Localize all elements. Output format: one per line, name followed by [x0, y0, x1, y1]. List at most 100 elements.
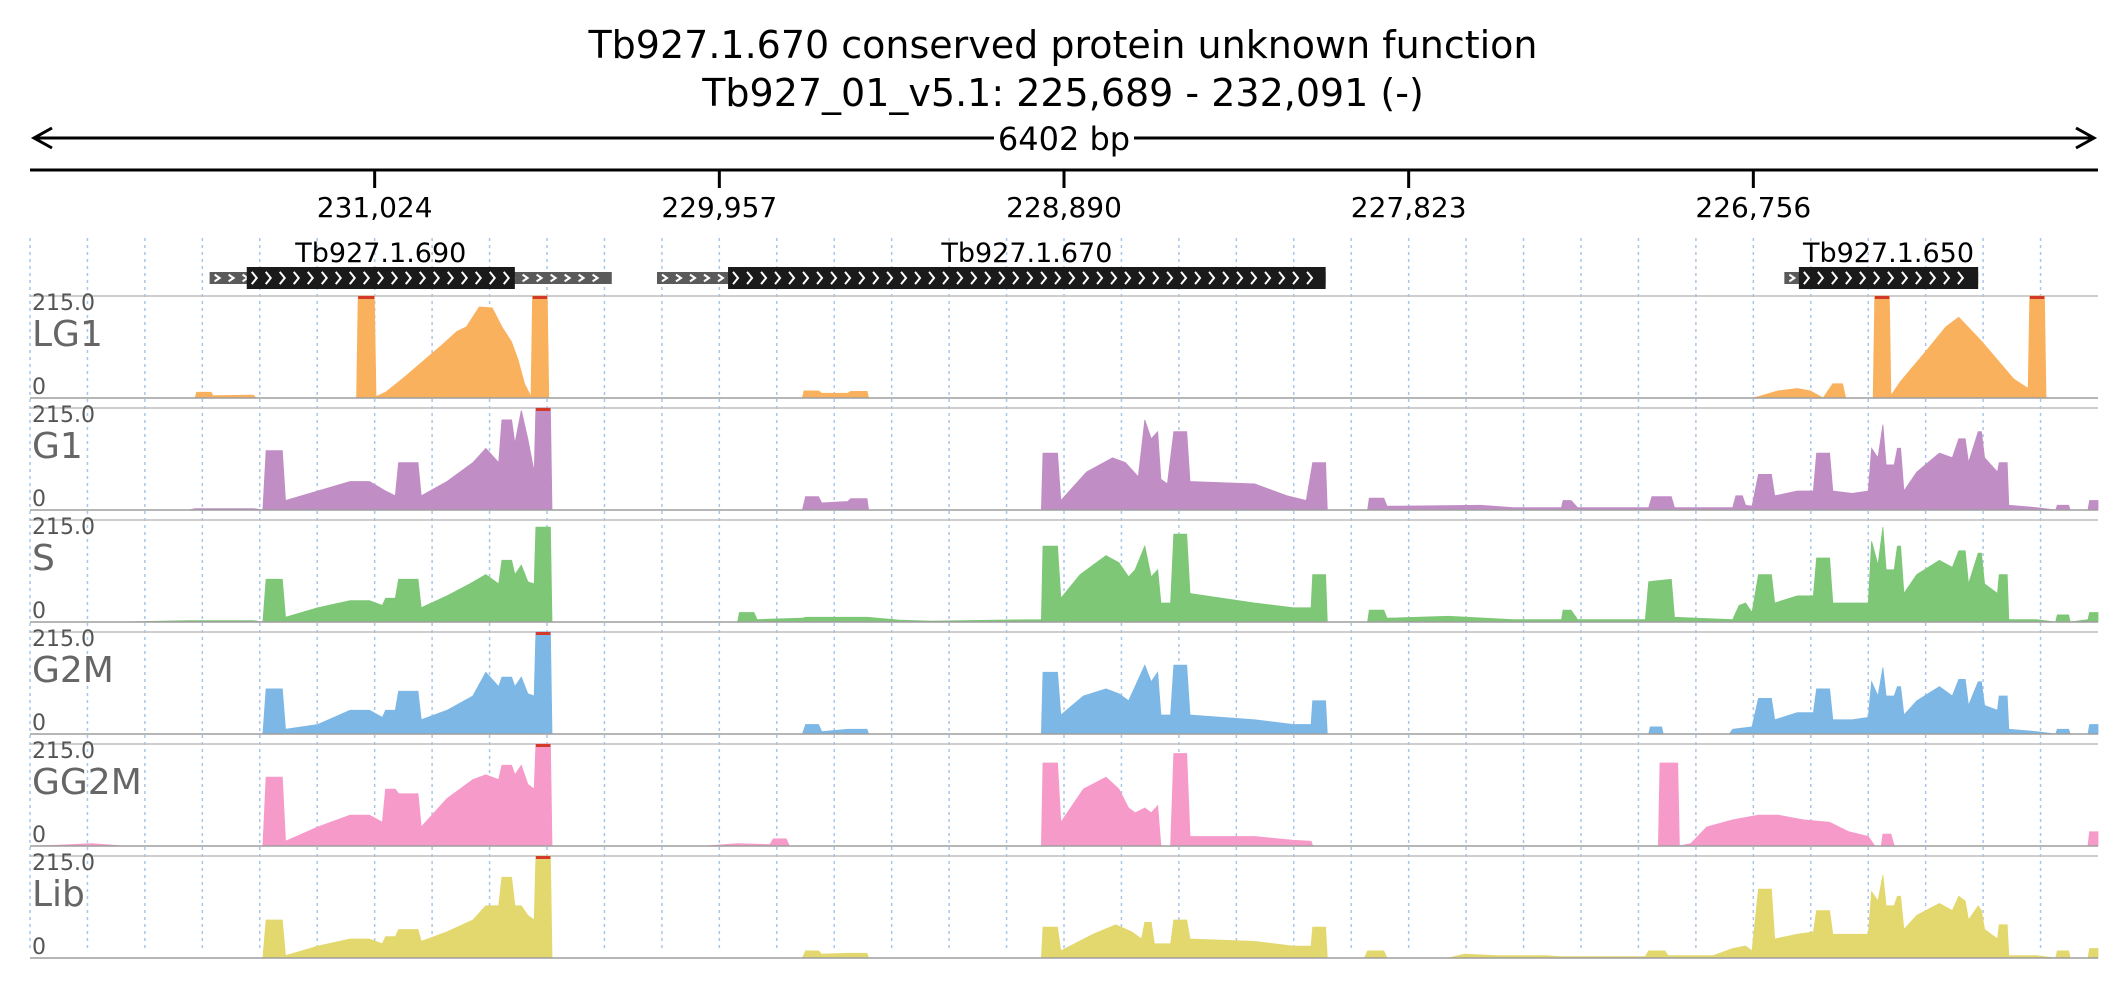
chevron — [675, 273, 683, 283]
gene-title: Tb927.1.670 conserved protein unknown fu… — [588, 23, 1538, 67]
chevron — [914, 271, 922, 285]
chevron — [1873, 271, 1881, 285]
chevron — [1264, 271, 1272, 285]
chevron — [1124, 271, 1132, 285]
chevron — [872, 271, 880, 285]
ruler-tick-label: 226,756 — [1695, 191, 1811, 224]
chevron — [278, 271, 287, 285]
chevron — [1110, 271, 1118, 285]
track-ymin-label: 0 — [32, 375, 46, 400]
gene-cds — [1798, 267, 1979, 289]
chevron — [228, 273, 236, 283]
track-name-label: LG1 — [32, 314, 103, 355]
chevron — [446, 271, 455, 285]
chevron — [1306, 271, 1314, 285]
chevron — [334, 271, 343, 285]
chevron — [214, 273, 222, 283]
track-ymax-label: 215.0 — [32, 739, 95, 764]
chevron-row — [250, 271, 511, 285]
chevron — [1957, 271, 1965, 285]
chevron — [1803, 271, 1811, 285]
track-name-label: Lib — [32, 874, 85, 915]
chevron — [1082, 271, 1090, 285]
clip-marker — [1874, 296, 1890, 299]
ruler-tick-label: 228,890 — [1006, 191, 1122, 224]
chevron — [1292, 271, 1300, 285]
span-arrowhead-right — [2075, 126, 2098, 150]
chevron — [732, 271, 740, 285]
chevron — [746, 271, 754, 285]
chevron — [460, 271, 469, 285]
chevron — [970, 271, 978, 285]
ruler-tick-label: 231,024 — [317, 191, 433, 224]
clip-marker — [2029, 296, 2045, 299]
chevron — [418, 271, 427, 285]
chevron — [522, 273, 530, 283]
chevron — [1943, 271, 1951, 285]
chevron — [703, 273, 711, 283]
chevron — [1831, 271, 1839, 285]
chevron — [564, 273, 572, 283]
gene-label: Tb927.1.650 — [1802, 238, 1974, 269]
gene-label: Tb927.1.670 — [940, 238, 1112, 269]
coverage-area-g2m — [30, 631, 2099, 735]
chevron — [1901, 271, 1909, 285]
chevron — [1929, 271, 1937, 285]
chevron — [1278, 271, 1286, 285]
chevron — [1208, 271, 1216, 285]
locus-label: Tb927_01_v5.1: 225,689 - 232,091 (-) — [702, 71, 1424, 115]
chevron — [830, 271, 838, 285]
chevron — [816, 271, 824, 285]
chevron-row — [732, 271, 1314, 285]
chevron — [1068, 271, 1076, 285]
chevron — [592, 273, 600, 283]
track-ymin-label: 0 — [32, 487, 46, 512]
ruler-tick-label: 227,823 — [1351, 191, 1467, 224]
span-label: 6402 bp — [998, 120, 1130, 158]
chevron — [1222, 271, 1230, 285]
chevron — [1887, 271, 1895, 285]
track-ymax-label: 215.0 — [32, 291, 95, 316]
clip-marker — [535, 856, 551, 859]
chevron — [306, 271, 315, 285]
track-name-label: G2M — [32, 650, 114, 691]
clip-marker — [535, 632, 551, 635]
clip-marker — [535, 408, 551, 411]
track-ymin-label: 0 — [32, 935, 46, 960]
chevron — [390, 271, 399, 285]
track-name-label: G1 — [32, 426, 83, 467]
chevron — [1138, 271, 1146, 285]
chevron — [320, 271, 329, 285]
chevron — [900, 271, 908, 285]
chevron — [1788, 273, 1797, 283]
clip-marker — [535, 744, 551, 747]
gene-label: Tb927.1.690 — [294, 238, 466, 269]
track-ymin-label: 0 — [32, 599, 46, 624]
chevron — [1180, 271, 1188, 285]
coverage-area-gg2m — [29, 743, 2099, 847]
chevron — [502, 271, 511, 285]
track-ymax-label: 215.0 — [32, 515, 95, 540]
chevron — [858, 271, 866, 285]
chevron — [404, 271, 413, 285]
chevron-row — [1803, 271, 1965, 285]
coverage-area-s — [30, 526, 2099, 623]
chevron — [376, 271, 385, 285]
chevron — [550, 273, 558, 283]
chevron — [928, 271, 936, 285]
chevron — [250, 271, 259, 285]
ruler-tick-label: 229,957 — [661, 191, 777, 224]
chevron — [942, 271, 950, 285]
chevron — [1250, 271, 1258, 285]
chevron — [788, 271, 796, 285]
gene-cds — [246, 267, 515, 289]
chevron — [1166, 271, 1174, 285]
chevron — [1915, 271, 1923, 285]
track-ymax-label: 215.0 — [32, 851, 95, 876]
track-ymin-label: 0 — [32, 711, 46, 736]
chevron — [1026, 271, 1034, 285]
chevron — [1152, 271, 1160, 285]
track-name-label: S — [32, 538, 55, 579]
chevron — [1817, 271, 1825, 285]
